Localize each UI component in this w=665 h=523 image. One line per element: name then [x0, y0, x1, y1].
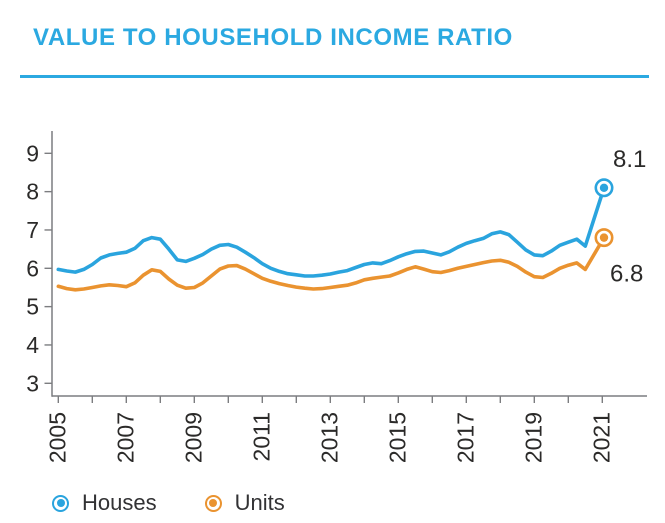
- x-axis-tick-label: 2015: [384, 412, 410, 463]
- units-legend-label: Units: [234, 490, 285, 515]
- units-end-marker-dot-icon: [599, 233, 609, 242]
- legend: Houses Units: [52, 490, 285, 516]
- x-axis-tick-label: 2011: [248, 412, 274, 461]
- legend-item-units: Units: [204, 490, 285, 516]
- x-axis-tick-label: 2005: [44, 412, 70, 463]
- x-axis-tick-label: 2017: [452, 412, 478, 463]
- y-axis-tick-label: 3: [26, 370, 39, 396]
- y-axis-tick-label: 6: [26, 255, 39, 281]
- y-axis-tick-label: 8: [26, 179, 39, 205]
- page-title: VALUE TO HOUSEHOLD INCOME RATIO: [33, 24, 513, 51]
- y-axis-tick-label: 5: [26, 294, 39, 320]
- units-end-value-label: 6.8: [610, 261, 643, 288]
- x-axis-tick-label: 2021: [588, 412, 614, 463]
- houses-legend-marker-icon: [52, 494, 69, 512]
- x-axis-tick-label: 2019: [520, 412, 546, 463]
- units-legend-marker-icon: [204, 494, 222, 512]
- x-axis-tick-label: 2013: [316, 412, 342, 463]
- y-axis-tick-label: 4: [26, 332, 39, 358]
- y-axis-tick-label: 7: [26, 217, 39, 243]
- y-axis-tick-label: 9: [26, 140, 39, 166]
- houses-line: [56, 186, 606, 278]
- x-axis-tick-label: 2007: [112, 412, 138, 463]
- units-line: [56, 235, 606, 292]
- houses-end-value-label: 8.1: [613, 146, 646, 173]
- x-axis-tick-label: 2009: [180, 412, 206, 463]
- houses-end-marker-dot-icon: [599, 183, 609, 193]
- houses-legend-label: Houses: [82, 490, 157, 515]
- legend-item-houses: Houses: [52, 490, 157, 516]
- title-underline: [20, 75, 649, 78]
